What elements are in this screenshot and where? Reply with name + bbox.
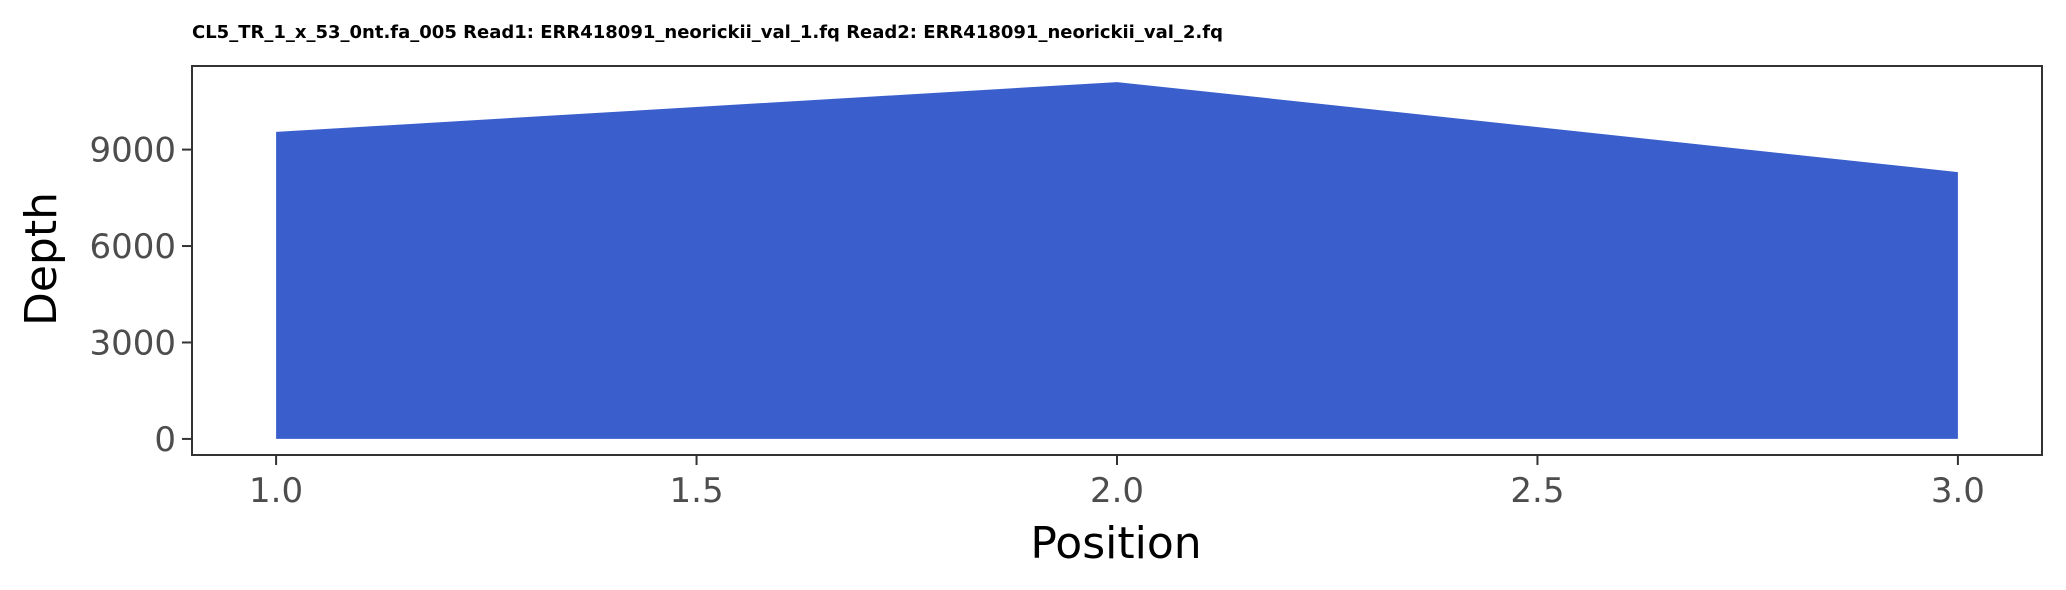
y-tick-label: 3000 <box>89 323 176 363</box>
x-axis-title: Position <box>1030 518 1201 569</box>
chart-title: CL5_TR_1_x_53_0nt.fa_005 Read1: ERR41809… <box>192 22 1223 43</box>
plot-layer <box>191 65 2043 456</box>
x-tick-label: 1.5 <box>670 471 724 511</box>
y-tick-label: 9000 <box>89 131 176 171</box>
x-tick-label: 1.0 <box>249 471 303 511</box>
x-tick-label: 3.0 <box>1931 471 1985 511</box>
y-tick-label: 6000 <box>89 227 176 267</box>
depth-area-series-1 <box>276 82 1958 439</box>
y-tick-label: 0 <box>154 420 176 460</box>
y-axis-title: Depth <box>16 192 67 326</box>
x-tick-label: 2.0 <box>1090 471 1144 511</box>
y-axis: 0 3000 6000 9000 <box>89 131 192 460</box>
x-axis: 1.0 1.5 2.0 2.5 3.0 <box>249 455 1985 511</box>
x-tick-label: 2.5 <box>1510 471 1564 511</box>
